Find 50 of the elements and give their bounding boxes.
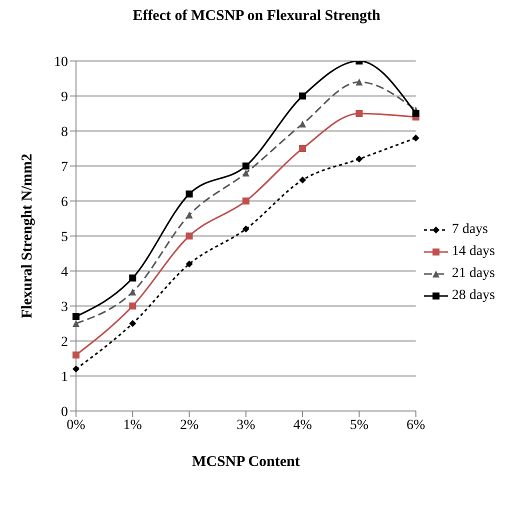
x-tick-label: 4% — [293, 418, 312, 433]
x-tick-label: 5% — [350, 418, 369, 433]
point — [242, 198, 250, 204]
point — [72, 320, 80, 327]
point — [129, 274, 136, 282]
legend-label: 28 days — [452, 288, 495, 304]
y-tick-label: 6 — [61, 194, 68, 210]
point — [72, 366, 80, 372]
point — [356, 78, 363, 86]
point — [356, 156, 363, 162]
legend-label: 14 days — [452, 244, 495, 260]
point — [356, 110, 363, 117]
x-axis-title: MCSNP Content — [192, 454, 300, 470]
y-tick-label: 10 — [54, 54, 68, 70]
point — [129, 288, 136, 296]
point — [129, 302, 136, 310]
y-tick-label: 1 — [61, 370, 68, 385]
x-tick-label: 6% — [406, 418, 426, 433]
y-tick-label: 4 — [61, 264, 68, 280]
point — [299, 145, 306, 152]
point — [186, 212, 193, 218]
x-tick-label: 3% — [236, 418, 256, 433]
legend-label: 21 days — [452, 266, 495, 282]
chart-title: Effect of MCSNP on Flexural Strength — [132, 8, 382, 25]
y-tick-label: 0 — [61, 404, 68, 420]
y-tick-label: 9 — [61, 90, 68, 105]
point — [299, 120, 306, 128]
point — [242, 170, 250, 176]
x-tick-label: 2% — [180, 418, 199, 433]
x-tick-label: 0% — [66, 418, 86, 433]
point — [72, 313, 80, 320]
point — [412, 110, 420, 117]
y-tick-label: 5 — [61, 230, 68, 245]
point — [186, 190, 193, 198]
y-tick-label: 3 — [61, 300, 68, 315]
point — [242, 162, 250, 170]
point — [129, 320, 136, 327]
point — [299, 176, 306, 184]
point — [72, 352, 80, 358]
point — [412, 134, 420, 142]
point — [186, 260, 193, 268]
legend-label: 7 days — [452, 222, 488, 238]
y-tick-label: 8 — [61, 124, 68, 140]
point — [299, 92, 306, 100]
point — [186, 232, 193, 240]
y-axis-title: Flexural Strenght N/mm2 — [19, 154, 36, 318]
x-tick-label: 1% — [123, 418, 142, 433]
y-tick-label: 7 — [61, 160, 68, 175]
point — [242, 226, 250, 232]
y-tick-label: 2 — [61, 334, 68, 350]
